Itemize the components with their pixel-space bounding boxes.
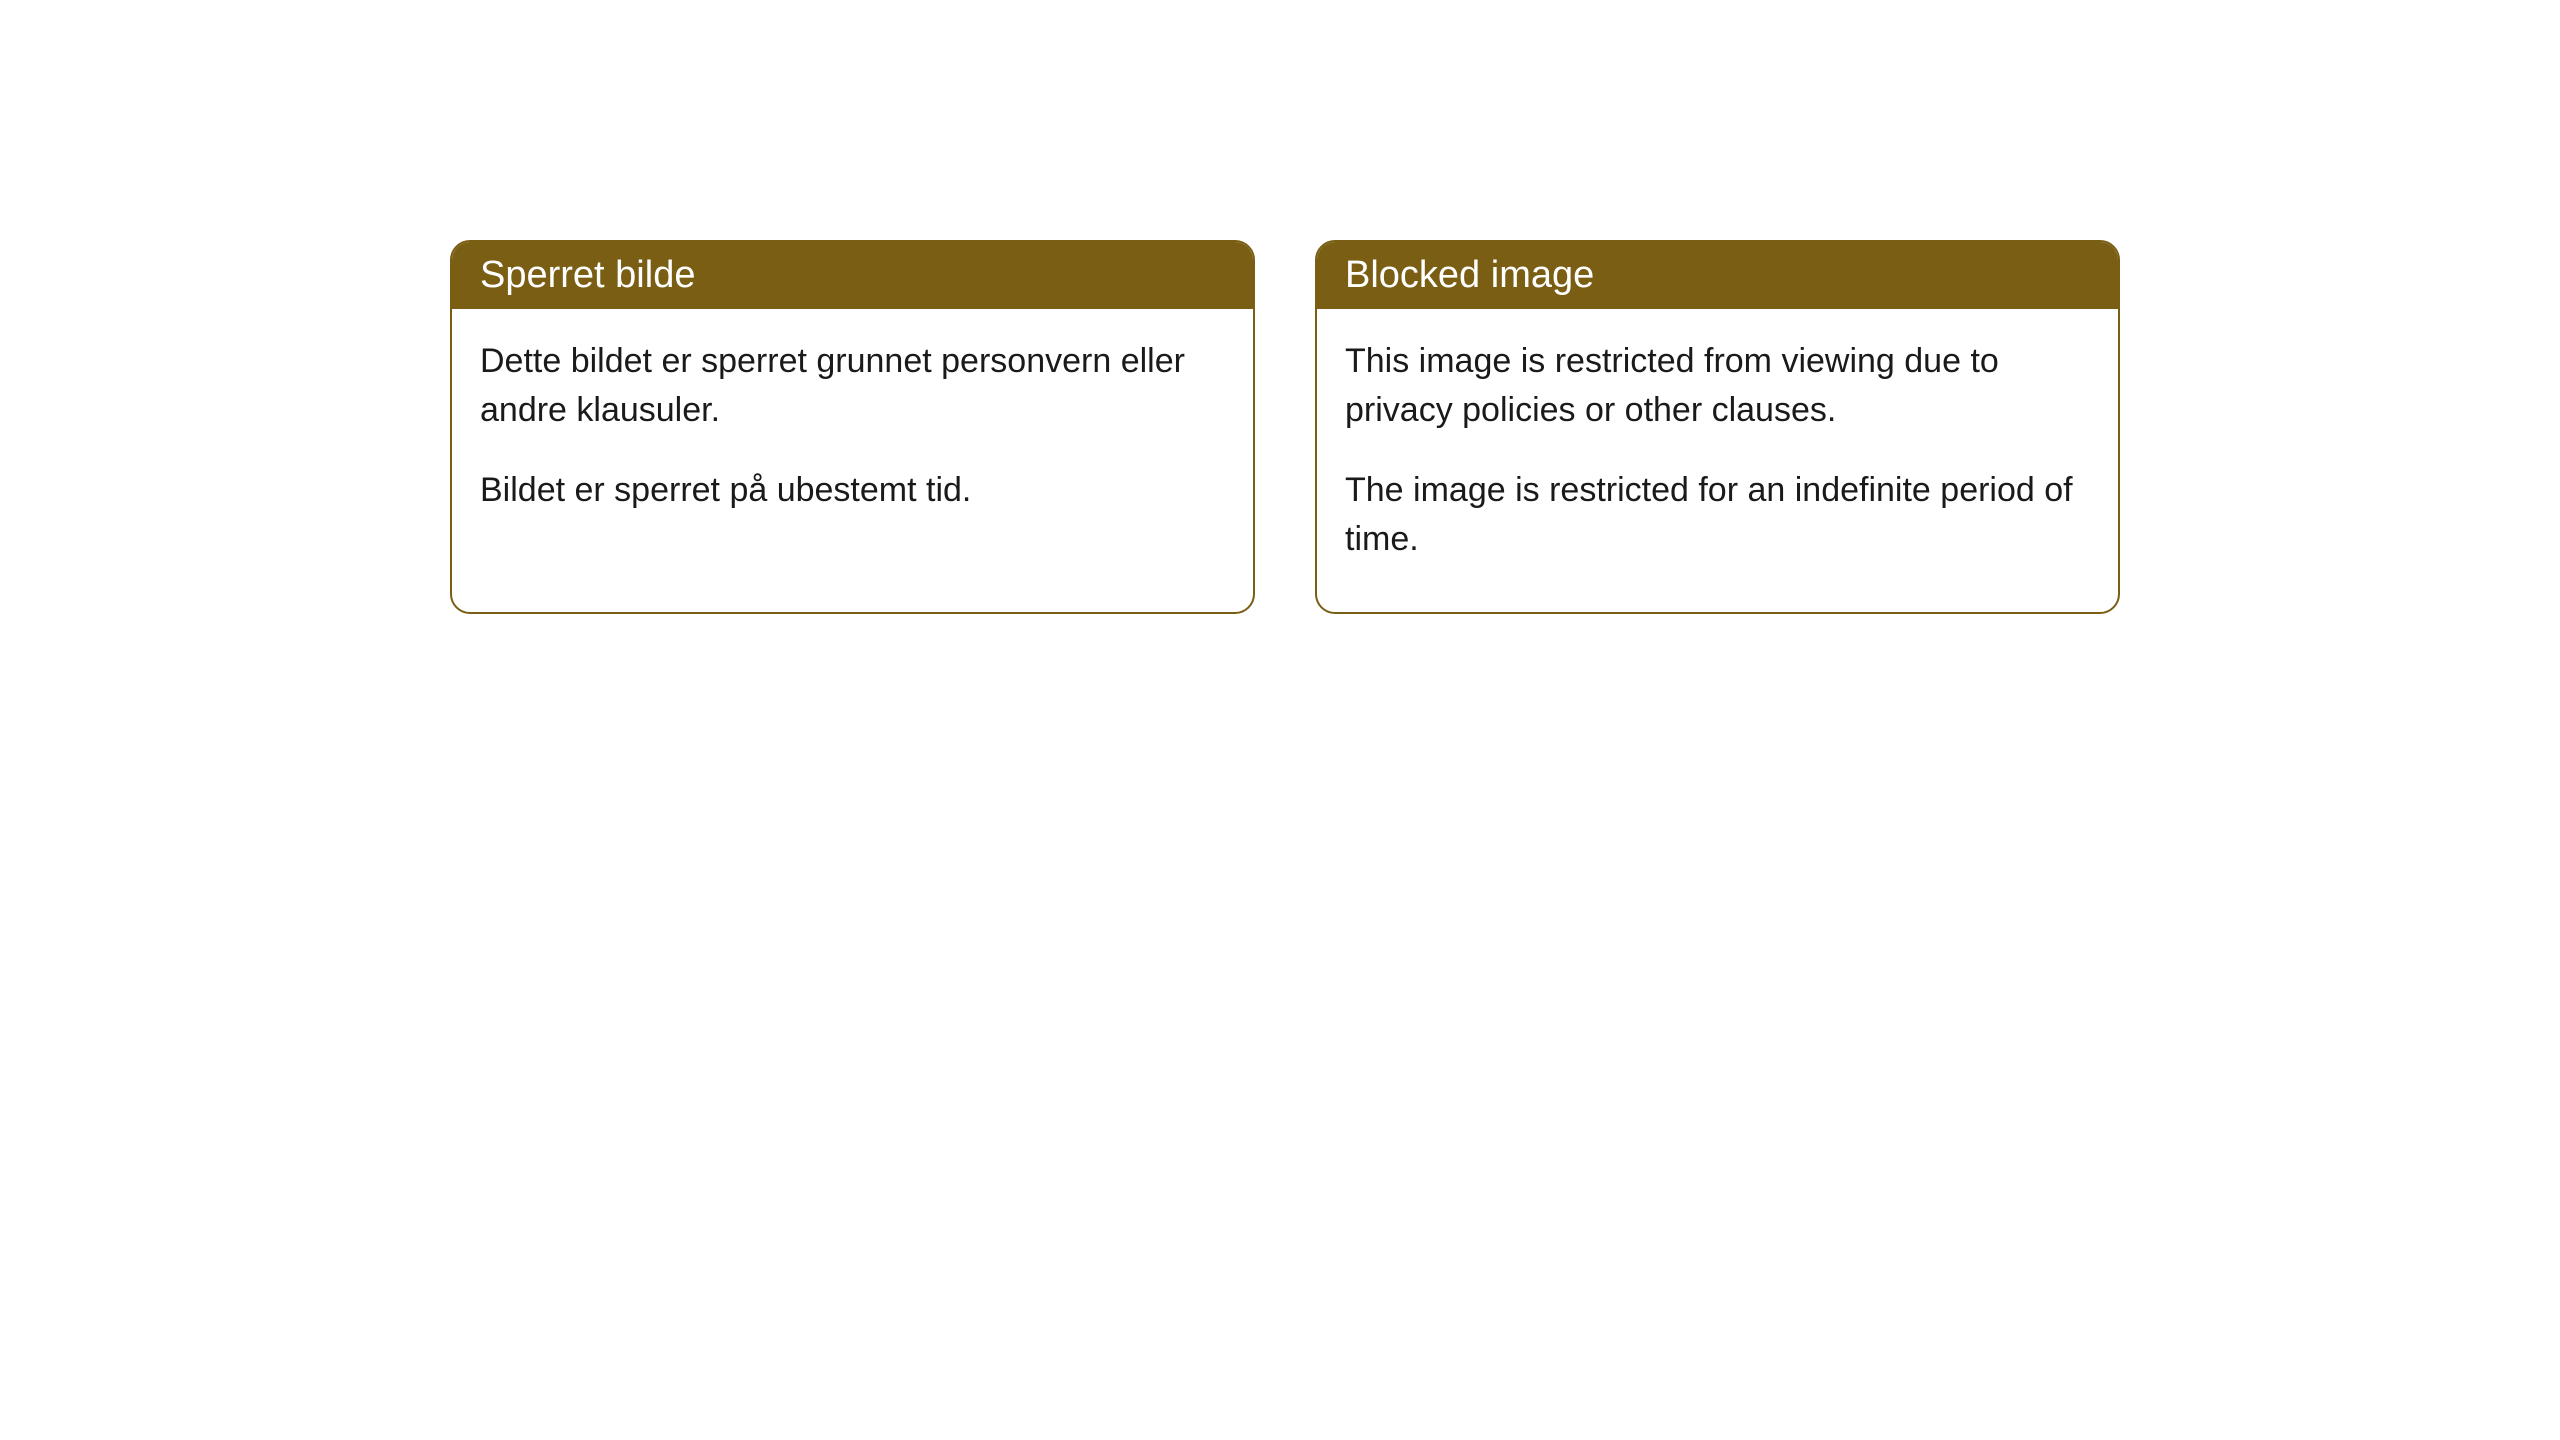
card-body: This image is restricted from viewing du… bbox=[1317, 309, 2118, 612]
card-header: Blocked image bbox=[1317, 242, 2118, 309]
card-paragraph-2: Bildet er sperret på ubestemt tid. bbox=[480, 466, 1225, 515]
card-paragraph-1: This image is restricted from viewing du… bbox=[1345, 337, 2090, 436]
card-header: Sperret bilde bbox=[452, 242, 1253, 309]
card-title: Blocked image bbox=[1345, 254, 1594, 296]
card-paragraph-2: The image is restricted for an indefinit… bbox=[1345, 466, 2090, 565]
card-title: Sperret bilde bbox=[480, 254, 695, 296]
notice-cards-container: Sperret bilde Dette bildet er sperret gr… bbox=[450, 240, 2120, 614]
card-body: Dette bildet er sperret grunnet personve… bbox=[452, 309, 1253, 563]
card-paragraph-1: Dette bildet er sperret grunnet personve… bbox=[480, 337, 1225, 436]
notice-card-english: Blocked image This image is restricted f… bbox=[1315, 240, 2120, 614]
notice-card-norwegian: Sperret bilde Dette bildet er sperret gr… bbox=[450, 240, 1255, 614]
